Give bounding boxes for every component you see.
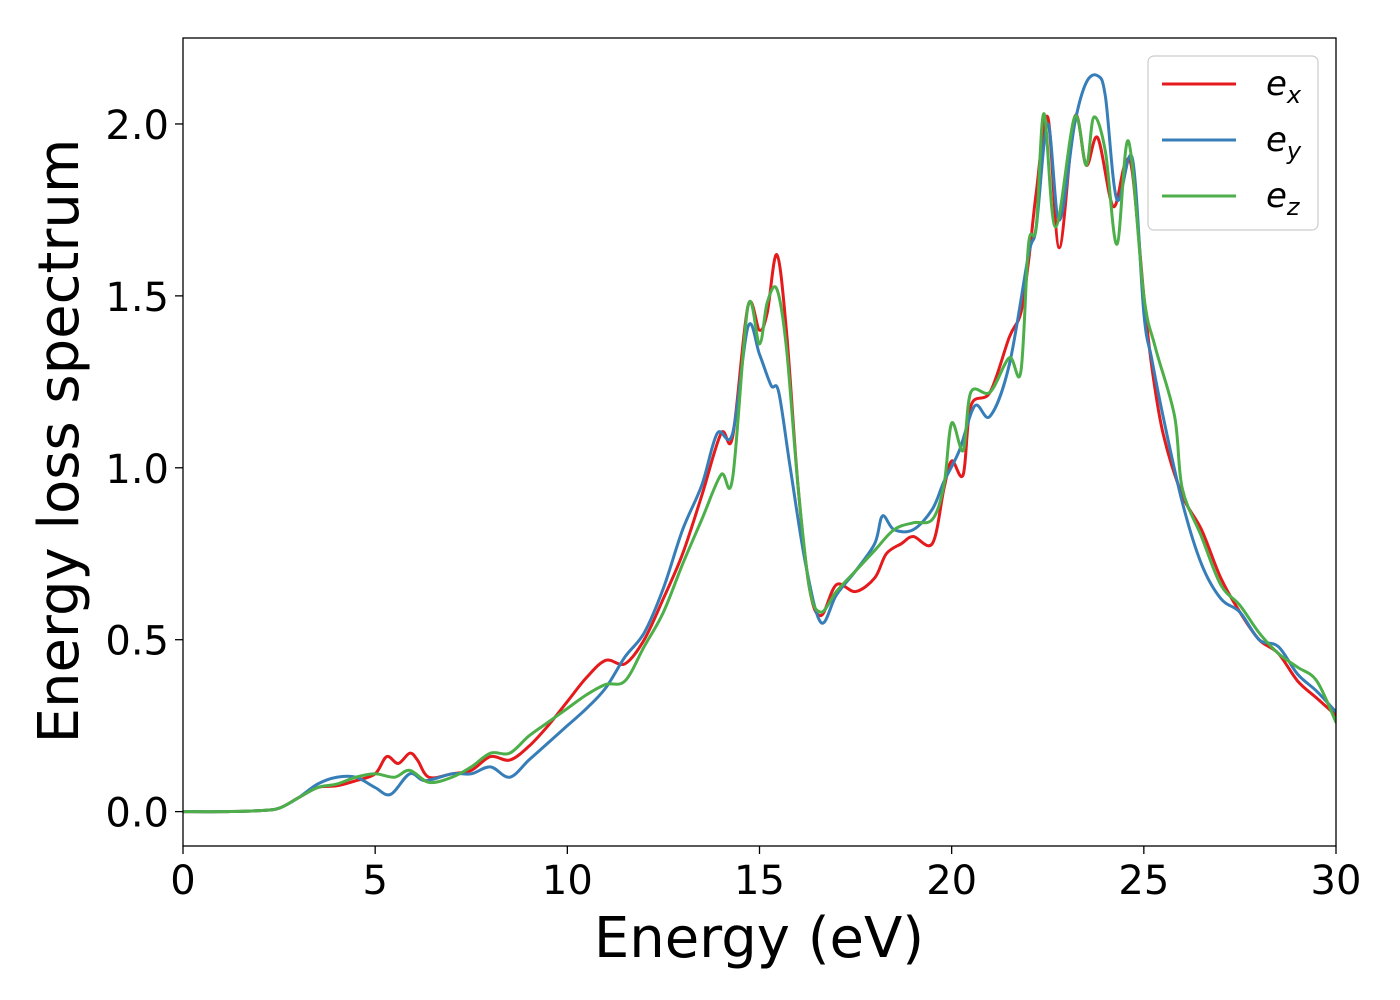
- legend-box: [1147, 55, 1319, 231]
- legend-label-ex: ex: [1266, 64, 1302, 109]
- x-tick-label: 5: [362, 858, 387, 904]
- series-line-ez: [183, 112, 1336, 814]
- axes-layer: 0 5 10 15 20 25 30 0.0 0.5 1.0 1.5 2.0: [105, 37, 1362, 904]
- y-tick-label: 0.5: [105, 619, 169, 665]
- x-tick-label: 0: [170, 858, 195, 904]
- x-tick-label: 20: [926, 858, 977, 904]
- x-tick-label: 30: [1311, 858, 1362, 904]
- y-axis-label: Energy loss spectrum: [27, 139, 92, 744]
- legend-label-ey: ey: [1266, 120, 1302, 165]
- y-tick-label: 1.0: [105, 447, 169, 493]
- y-tick-label: 2.0: [105, 103, 169, 149]
- x-tick-label: 25: [1118, 858, 1169, 904]
- x-axis-label: Energy (eV): [594, 906, 924, 971]
- legend: ex ey ez: [1147, 55, 1319, 231]
- y-tick-label: 0.0: [105, 791, 169, 837]
- series-lines: [183, 73, 1336, 814]
- plot-area: [183, 73, 1336, 814]
- legend-label-ez: ez: [1266, 176, 1301, 221]
- x-tick-label: 15: [734, 858, 785, 904]
- y-tick-label: 1.5: [105, 275, 169, 321]
- x-tick-label: 10: [542, 858, 593, 904]
